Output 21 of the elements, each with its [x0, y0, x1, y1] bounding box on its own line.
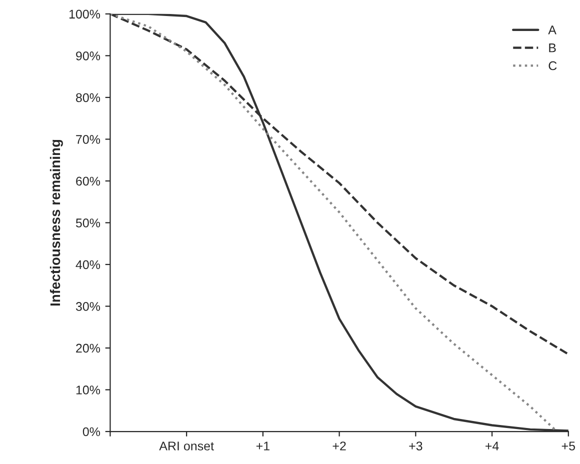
x-tick-label: +2: [332, 442, 346, 450]
y-tick-label: 60%: [76, 176, 100, 186]
x-tick-label: +3: [409, 442, 422, 450]
y-tick-label: 40%: [76, 260, 100, 270]
y-tick-label: 80%: [76, 93, 100, 102]
y-tick-label: 10%: [76, 386, 100, 394]
y-tick-label: 50%: [76, 218, 100, 228]
y-tick-label: 30%: [76, 302, 100, 311]
y-tick-label: 70%: [76, 135, 100, 144]
x-tick-label: +5: [562, 442, 575, 450]
y-tick-label: 20%: [76, 344, 100, 353]
x-tick-label: +4: [486, 442, 499, 450]
y-tick-label: 0%: [82, 427, 100, 436]
y-axis-title: Infectiousness remaining: [50, 140, 63, 306]
y-tick-label: 100%: [69, 10, 100, 19]
legend-label: B: [549, 44, 556, 52]
x-tick-label: +1: [256, 442, 270, 450]
x-tick-label: ARI onset: [159, 442, 214, 450]
legend-label: A: [548, 26, 556, 34]
legend-label: C: [548, 61, 557, 70]
y-tick-label: 90%: [76, 51, 100, 60]
